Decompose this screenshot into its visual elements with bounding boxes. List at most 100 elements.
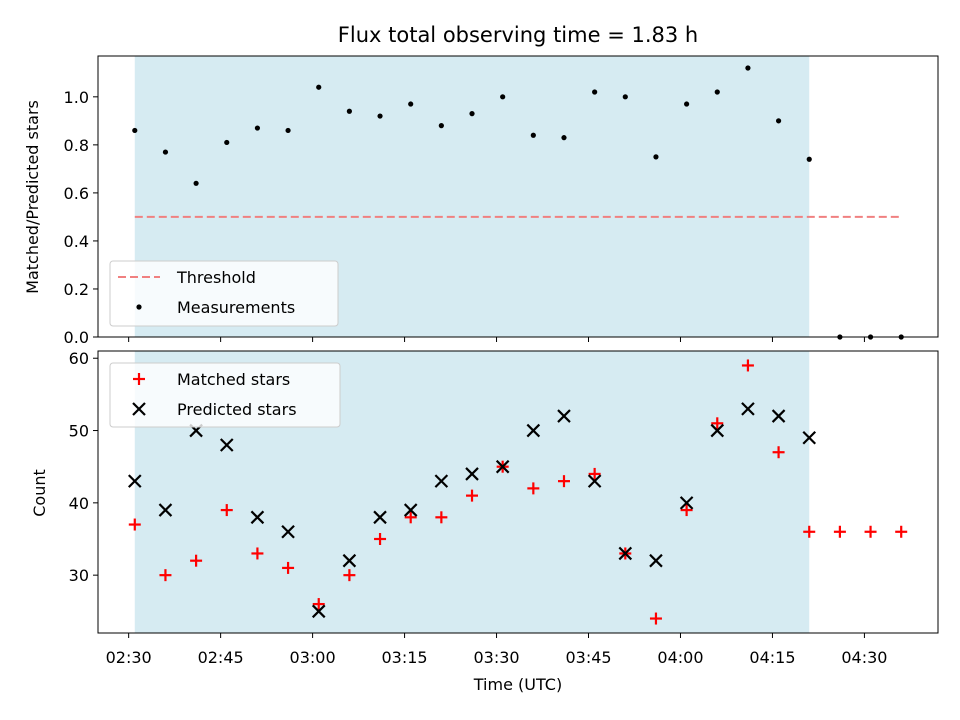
measurement-point xyxy=(377,113,383,119)
top-x-ticks xyxy=(128,337,865,342)
legend-matched-label: Matched stars xyxy=(177,370,290,389)
legend-measurements-label: Measurements xyxy=(177,298,295,317)
matched-star-point xyxy=(803,525,816,538)
top-y-axis-label: Matched/Predicted stars xyxy=(23,100,42,294)
y-tick-label: 0.0 xyxy=(64,328,89,347)
predicted-star-point xyxy=(741,402,755,416)
matched-star-point xyxy=(282,561,295,574)
y-tick-label: 0.4 xyxy=(64,232,89,251)
bottom-legend: Matched stars Predicted stars xyxy=(109,362,341,428)
predicted-star-point xyxy=(373,510,387,525)
matched-star-point xyxy=(711,417,724,430)
predicted-star-point xyxy=(311,604,326,619)
measurement-point xyxy=(224,139,230,146)
y-tick-label: 1.0 xyxy=(64,88,89,107)
measurement-point xyxy=(162,149,169,155)
chart-title: Flux total observing time = 1.83 h xyxy=(338,23,698,47)
predicted-star-point xyxy=(649,553,663,568)
matched-star-point xyxy=(251,547,264,560)
legend-measurements-swatch xyxy=(136,304,142,310)
measurement-point xyxy=(714,89,720,95)
x-tick-label: 02:30 xyxy=(106,648,152,667)
measurement-point xyxy=(469,111,475,117)
measurement-point xyxy=(622,94,628,100)
measurement-point xyxy=(254,125,261,131)
predicted-star-point xyxy=(802,430,817,445)
matched-star-point xyxy=(864,525,877,538)
matched-star-point xyxy=(374,533,387,545)
x-tick-label: 03:30 xyxy=(473,648,519,667)
x-tick-label: 04:15 xyxy=(749,648,795,667)
predicted-star-point xyxy=(434,474,449,488)
measurement-point xyxy=(745,65,751,71)
matched-star-point xyxy=(220,504,233,517)
top-y-ticks: 0.0 0.2 0.4 0.6 0.8 1.0 xyxy=(64,88,98,347)
measurement-point xyxy=(775,118,782,124)
matched-star-point xyxy=(435,511,448,524)
measurement-point xyxy=(193,180,199,186)
matched-star-point xyxy=(190,554,203,567)
x-tick-label: 03:00 xyxy=(290,648,336,667)
predicted-star-point xyxy=(250,510,265,525)
predicted-star-point xyxy=(771,409,786,423)
y-tick-label: 50 xyxy=(69,422,89,441)
predicted-star-point xyxy=(403,503,418,517)
measurement-point xyxy=(438,123,444,129)
matched-star-point xyxy=(557,475,570,488)
predicted-star-point xyxy=(281,524,295,539)
x-tick-label: 04:30 xyxy=(841,648,887,667)
measurement-point xyxy=(500,94,506,100)
predicted-star-point xyxy=(526,423,541,438)
matched-star-point xyxy=(741,359,754,372)
measurement-point xyxy=(285,127,291,134)
legend-predicted-label: Predicted stars xyxy=(177,400,297,419)
y-tick-label: 40 xyxy=(69,494,89,513)
measurement-point xyxy=(561,135,567,141)
measurement-point xyxy=(346,108,352,114)
x-axis-label: Time (UTC) xyxy=(473,675,562,694)
measurement-point xyxy=(806,156,812,162)
matched-star-point xyxy=(466,489,479,502)
bottom-y-axis-label: Count xyxy=(30,469,49,517)
predicted-star-point xyxy=(128,474,142,488)
y-tick-label: 0.2 xyxy=(64,280,89,299)
predicted-stars-points xyxy=(128,402,817,619)
matched-star-point xyxy=(159,569,172,582)
matched-star-point xyxy=(404,511,417,524)
measurement-point xyxy=(316,84,322,90)
predicted-star-point xyxy=(710,423,725,438)
matched-star-point xyxy=(895,525,908,538)
bottom-plot-frame xyxy=(97,350,939,634)
predicted-star-point xyxy=(557,409,571,423)
legend-threshold-label: Threshold xyxy=(176,268,256,287)
legend-matched-swatch xyxy=(133,373,145,385)
y-tick-label: 0.6 xyxy=(64,184,89,203)
predicted-star-point xyxy=(679,496,694,510)
matched-star-point xyxy=(772,446,785,459)
top-legend: Threshold Measurements xyxy=(109,260,339,327)
measurement-point xyxy=(408,101,414,107)
y-tick-label: 0.8 xyxy=(64,136,89,155)
predicted-star-point xyxy=(618,546,633,561)
x-tick-label: 02:45 xyxy=(198,648,244,667)
x-tick-label: 03:45 xyxy=(565,648,611,667)
bottom-x-ticks: 02:30 02:45 03:00 03:15 03:30 03:45 04:00 04:15… xyxy=(106,633,887,667)
predicted-star-point xyxy=(158,503,173,517)
bottom-legend-box xyxy=(109,362,341,428)
measurement-point xyxy=(530,132,536,138)
measurements-points xyxy=(132,65,904,340)
x-tick-label: 04:00 xyxy=(657,648,703,667)
predicted-star-point xyxy=(219,438,234,452)
predicted-star-point xyxy=(587,474,602,488)
measurement-point xyxy=(592,89,598,95)
predicted-star-point xyxy=(465,467,479,481)
matched-star-point xyxy=(527,482,540,495)
measurement-point xyxy=(132,127,138,134)
top-panel: 0.0 0.2 0.4 0.6 0.8 1.0 Matched/Predicted sta… xyxy=(23,55,939,347)
top-legend-box xyxy=(109,260,339,327)
matched-star-point xyxy=(649,612,662,625)
top-plot-frame xyxy=(97,55,939,338)
matched-star-point xyxy=(588,467,601,480)
